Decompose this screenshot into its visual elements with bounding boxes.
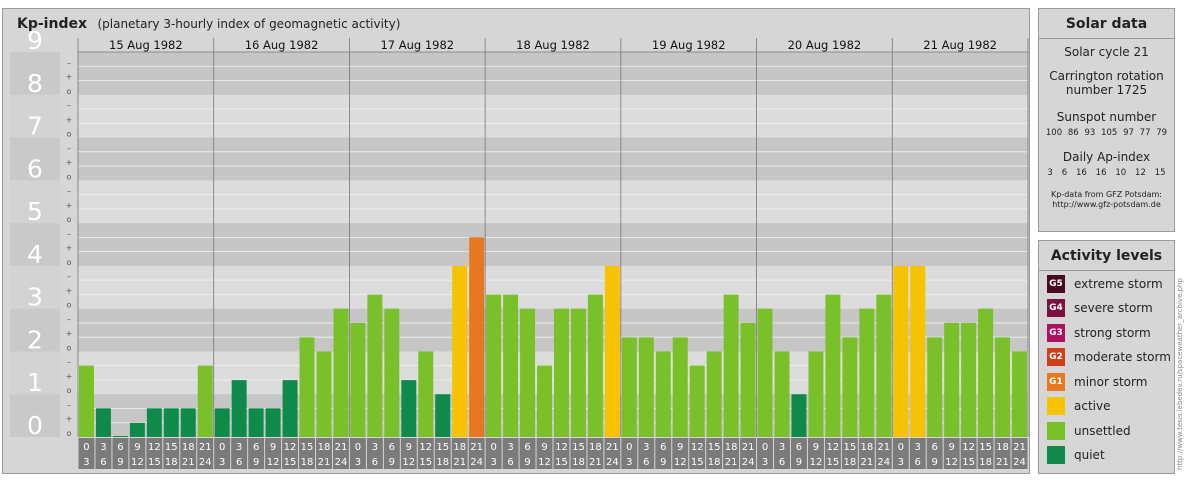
sunspot-value: 100 [1045,128,1063,138]
sunspot-value: 93 [1084,128,1096,138]
chart-title-main: Kp-index [17,16,87,32]
sunspot-value: 105 [1101,128,1118,138]
level-label: minor storm [1074,375,1148,389]
sunspot-value: 77 [1139,128,1151,138]
level-extreme-storm: G5 extreme storm [1047,274,1163,294]
chart-title: Kp-index (planetary 3-hourly index of ge… [17,16,400,32]
level-label: extreme storm [1074,277,1163,291]
level-label: unsettled [1074,424,1131,438]
level-label: moderate storm [1074,350,1171,364]
activity-levels-title: Activity levels [1039,241,1174,271]
ap-label: Daily Ap-index [1062,150,1151,164]
level-strong-storm: G3 strong storm [1047,323,1151,343]
ap-value: 6 [1061,168,1068,178]
level-label: strong storm [1074,326,1151,340]
ap-value: 16 [1075,168,1087,178]
ap-value: 16 [1095,168,1107,178]
level-swatch: G4 [1047,299,1065,317]
source-watermark: http://www.tesis.lebedev.ru/spaceweather… [1176,278,1184,470]
sunspot-label: Sunspot number [1056,110,1157,124]
level-swatch: G5 [1047,275,1065,293]
level-label: active [1074,399,1111,413]
ap-value: 3 [1047,168,1053,178]
level-swatch [1047,397,1065,415]
ap-value: 15 [1154,168,1166,178]
level-swatch: G2 [1047,348,1065,366]
credit-line2: http://www.gfz-potsdam.de [1052,200,1161,209]
level-quiet: quiet [1047,445,1105,465]
level-label: severe storm [1074,301,1153,315]
ap-value: 10 [1115,168,1127,178]
sunspot-value: 97 [1123,128,1134,138]
carrington-line2: number 1725 [1065,83,1148,97]
sunspot-value: 86 [1067,128,1079,138]
level-unsettled: unsettled [1047,421,1131,441]
sunspot-value: 79 [1156,128,1168,138]
credit-line1: Kp-data from GFZ Potsdam: [1051,190,1162,199]
solar-data-panel: Solar data Solar cycle 21 Carrington rot… [1038,8,1175,232]
level-swatch [1047,422,1065,440]
level-active: active [1047,396,1110,416]
solar-cycle: Solar cycle 21 [1064,45,1149,59]
carrington-line1: Carrington rotation [1049,69,1164,83]
level-severe-storm: G4 severe storm [1047,298,1153,318]
level-moderate-storm: G2 moderate storm [1047,347,1171,367]
level-swatch: G3 [1047,324,1065,342]
ap-value: 12 [1135,168,1146,178]
solar-data-title: Solar data [1039,9,1174,39]
kp-chart-panel: Kp-index (planetary 3-hourly index of ge… [2,8,1030,474]
ap-values: 3 6 16 16 10 12 15 [1039,168,1174,178]
level-label: quiet [1074,448,1105,462]
level-swatch [1047,446,1065,464]
sunspot-values: 100 86 93 105 97 77 79 [1039,128,1174,138]
chart-subtitle: (planetary 3-hourly index of geomagnetic… [97,17,401,31]
level-swatch: G1 [1047,373,1065,391]
level-minor-storm: G1 minor storm [1047,372,1147,392]
activity-levels-panel: Activity levels G5 extreme storm G4 seve… [1038,240,1175,474]
